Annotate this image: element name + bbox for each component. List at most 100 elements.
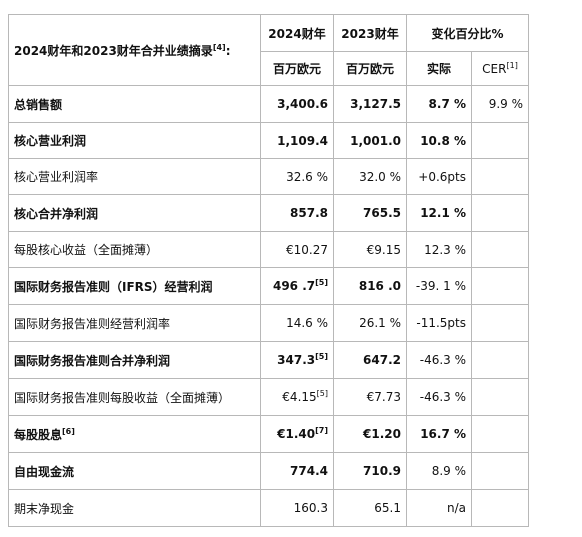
change-actual: 8.7 % — [428, 97, 466, 111]
row-label-cell: 总销售额 — [8, 85, 261, 123]
change-cer-cell — [471, 452, 529, 490]
value-2024: 347.3 — [277, 353, 316, 367]
results-table-container: 2024财年和2023财年合并业绩摘录[4]: 2024财年 2023财年 变化… — [8, 14, 529, 527]
column-header-cer: CER — [482, 61, 507, 76]
value-2024-footnote: [5] — [316, 389, 328, 398]
change-actual: 8.9 % — [431, 464, 466, 478]
value-2024: €10.27 — [286, 242, 328, 257]
value-2023: €1.20 — [363, 427, 401, 441]
row-label: 期末净现金 — [14, 501, 75, 516]
header-row-years: 2024财年和2023财年合并业绩摘录[4]: 2024财年 2023财年 变化… — [8, 14, 529, 86]
value-2023: 1,001.0 — [350, 133, 401, 148]
value-2023: 647.2 — [363, 353, 401, 367]
header-row-units: 百万欧元 百万欧元 实际 CER[1] — [9, 51, 529, 86]
change-cer-cell — [471, 415, 529, 453]
value-2023: 816 .0 — [358, 279, 401, 293]
row-label-cell: 国际财务报告准则每股收益（全面摊薄） — [8, 378, 261, 416]
financial-results-table: 2024财年和2023财年合并业绩摘录[4]: 2024财年 2023财年 变化… — [8, 14, 529, 527]
value-2024: 496 .7 — [272, 279, 316, 293]
value-2024-footnote: [5] — [315, 352, 328, 361]
change-cer-cell — [471, 122, 529, 159]
value-2023: €7.73 — [366, 390, 401, 404]
change-actual: -46.3 % — [419, 390, 466, 404]
row-label: 自由现金流 — [14, 464, 75, 479]
value-2023-cell: 26.1 % — [333, 304, 407, 342]
value-2023-cell: 3,127.5 — [333, 85, 407, 123]
value-2024: 774.4 — [290, 464, 328, 478]
value-2024-cell: 160.3 — [260, 489, 334, 527]
table-row: 每股核心收益（全面摊薄） €10.27 €9.15 12.3 % — [8, 231, 529, 268]
value-2024: 14.6 % — [286, 316, 328, 330]
row-label: 国际财务报告准则经营利润率 — [14, 316, 171, 331]
change-cer-cell — [471, 304, 529, 342]
change-actual-cell: 8.9 % — [406, 452, 472, 490]
table-row: 国际财务报告准则经营利润率 14.6 % 26.1 % -11.5pts — [8, 304, 529, 342]
change-actual: 16.7 % — [420, 427, 466, 441]
table-row: 国际财务报告准则（IFRS）经营利润 496 .7[5] 816 .0 -39. 1 … — [8, 267, 529, 305]
row-label-cell: 自由现金流 — [8, 452, 261, 490]
column-header-cer-footnote: [1] — [506, 60, 518, 70]
value-2023: 32.0 % — [359, 169, 401, 184]
row-label: 核心营业利润 — [14, 134, 87, 148]
table-title-cell: 2024财年和2023财年合并业绩摘录[4]: — [8, 14, 261, 86]
value-2023-cell: 65.1 — [333, 489, 407, 527]
value-2023: 3,127.5 — [350, 97, 401, 111]
table-row: 国际财务报告准则每股收益（全面摊薄） €4.15[5] €7.73 -46.3 % — [8, 378, 529, 416]
value-2024-footnote: [5] — [315, 278, 328, 287]
value-2023: 710.9 — [363, 464, 401, 478]
change-actual-cell: 16.7 % — [406, 415, 472, 453]
column-header-cer-cell: CER[1] — [471, 51, 529, 86]
value-2024-cell: 14.6 % — [260, 304, 334, 342]
change-actual-cell: -46.3 % — [406, 378, 472, 416]
row-label-cell: 每股核心收益（全面摊薄） — [8, 231, 261, 268]
row-label: 每股股息 — [14, 427, 63, 442]
value-2024-footnote: [7] — [315, 426, 328, 435]
row-label: 国际财务报告准则合并净利润 — [14, 353, 171, 368]
value-2024-cell: 857.8 — [260, 194, 334, 232]
change-actual: 12.1 % — [420, 206, 466, 220]
change-actual: -39. 1 % — [415, 279, 466, 293]
value-2023-cell: 1,001.0 — [333, 122, 407, 159]
change-cer-cell — [471, 267, 529, 305]
value-2024-cell: 774.4 — [260, 452, 334, 490]
column-header-2024: 2024财年 — [260, 14, 334, 52]
row-label: 国际财务报告准则（IFRS）经营利润 — [14, 279, 213, 294]
value-2024-cell: €4.15[5] — [260, 378, 334, 416]
table-row: 期末净现金 160.3 65.1 n/a — [8, 489, 529, 527]
change-actual-cell: -46.3 % — [406, 341, 472, 379]
change-cer-cell: 9.9 % — [471, 85, 529, 123]
value-2024-cell: 347.3[5] — [260, 341, 334, 379]
value-2024: €4.15 — [282, 390, 317, 404]
change-cer-cell — [471, 194, 529, 232]
value-2024: 857.8 — [290, 206, 328, 220]
column-header-change: 变化百分比% — [406, 14, 529, 52]
value-2023: 765.5 — [363, 206, 401, 220]
change-actual: +0.6pts — [418, 169, 466, 184]
value-2024: 160.3 — [293, 501, 328, 515]
value-2024: 32.6 % — [286, 169, 328, 184]
table-row: 总销售额 3,400.6 3,127.5 8.7 % 9.9 % — [8, 85, 529, 123]
table-row: 核心营业利润 1,109.4 1,001.0 10.8 % — [8, 122, 529, 159]
table-row: 核心合并净利润 857.8 765.5 12.1 % — [8, 194, 529, 232]
change-actual-cell: 10.8 % — [406, 122, 472, 159]
value-2023-cell: 647.2 — [333, 341, 407, 379]
value-2024: 3,400.6 — [277, 97, 328, 111]
change-actual-cell: n/a — [406, 489, 472, 527]
unit-header-2024: 百万欧元 — [260, 51, 334, 86]
row-label-cell: 每股股息[6] — [8, 415, 261, 453]
value-2024: 1,109.4 — [277, 133, 328, 148]
column-header-2023: 2023财年 — [333, 14, 407, 52]
change-actual: -46.3 % — [419, 353, 466, 367]
value-2024-cell: 1,109.4 — [260, 122, 334, 159]
change-actual: 10.8 % — [420, 133, 466, 148]
table-row: 国际财务报告准则合并净利润 347.3[5] 647.2 -46.3 % — [8, 341, 529, 379]
table-row: 自由现金流 774.4 710.9 8.9 % — [8, 452, 529, 490]
table-row: 每股股息[6] €1.40[7] €1.20 16.7 % — [8, 415, 529, 453]
column-header-actual: 实际 — [406, 51, 472, 86]
value-2024-cell: 3,400.6 — [260, 85, 334, 123]
change-cer-cell — [471, 341, 529, 379]
table-row: 核心营业利润率 32.6 % 32.0 % +0.6pts — [8, 158, 529, 195]
change-cer-cell — [471, 231, 529, 268]
change-actual-cell: +0.6pts — [406, 158, 472, 195]
change-actual-cell: -39. 1 % — [406, 267, 472, 305]
